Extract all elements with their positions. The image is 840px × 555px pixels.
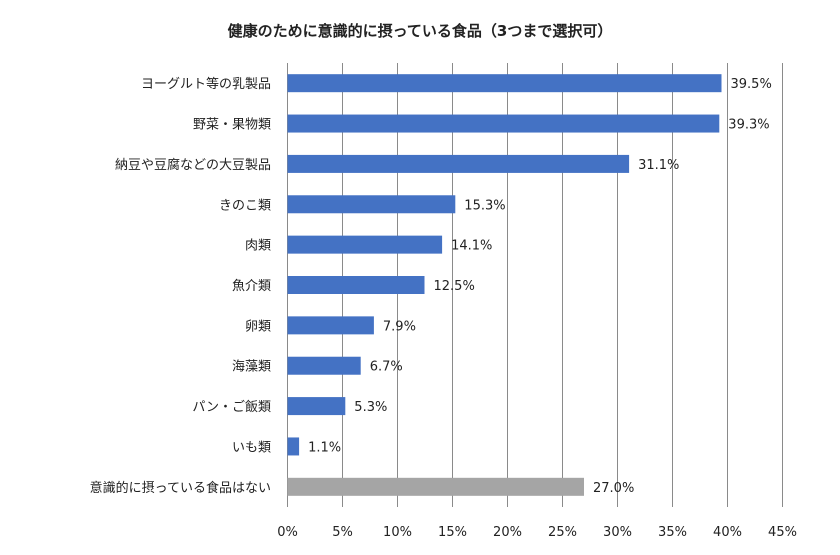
- category-label: 意識的に摂っている食品はない: [90, 480, 271, 496]
- value-labels: 39.5% 39.3% 31.1% 15.3% 14.1% 12.5% 7.9% 6.7% 5.…: [308, 77, 772, 496]
- category-label: 野菜・果物類: [193, 118, 271, 133]
- bar: [287, 316, 374, 335]
- category-label: いも類: [232, 440, 271, 455]
- bar: [287, 235, 443, 254]
- x-tick-label: 25%: [548, 525, 577, 540]
- value-label: 6.7%: [370, 360, 403, 375]
- category-label: 肉類: [245, 239, 271, 254]
- bar: [287, 356, 361, 375]
- value-label: 12.5%: [434, 279, 475, 294]
- x-tick-label: 30%: [603, 525, 632, 540]
- value-label: 14.1%: [451, 239, 492, 254]
- category-label: きのこ類: [219, 198, 271, 213]
- bar: [287, 477, 584, 496]
- value-label: 39.5%: [731, 77, 772, 92]
- bars: [287, 74, 722, 496]
- chart-title: 健康のために意識的に摂っている食品（3つまで選択可）: [228, 22, 613, 40]
- value-label: 27.0%: [593, 481, 634, 496]
- value-label: 7.9%: [383, 319, 416, 334]
- value-label: 5.3%: [354, 400, 387, 415]
- bar: [287, 195, 456, 214]
- x-tick-label: 35%: [658, 525, 687, 540]
- x-tick-label: 5%: [332, 525, 353, 540]
- bar: [287, 276, 425, 294]
- category-label: ヨーグルト等の乳製品: [141, 76, 271, 92]
- bar: [287, 114, 720, 133]
- category-label: 納豆や豆腐などの大豆製品: [115, 158, 271, 173]
- category-label: 魚介類: [232, 279, 271, 294]
- category-labels: ヨーグルト等の乳製品野菜・果物類納豆や豆腐などの大豆製品きのこ類肉類魚介類卵類海…: [90, 76, 271, 496]
- bar: [287, 74, 722, 93]
- x-tick-label: 45%: [768, 525, 797, 540]
- value-label: 31.1%: [638, 158, 679, 173]
- category-label: パン・ご飯類: [192, 399, 271, 415]
- value-label: 1.1%: [308, 440, 341, 455]
- bar: [287, 397, 346, 416]
- bar: [287, 437, 300, 456]
- bar: [287, 154, 630, 173]
- x-tick-label: 40%: [713, 525, 742, 540]
- x-tick-label: 10%: [383, 525, 412, 540]
- x-tick-label: 15%: [438, 525, 467, 540]
- x-tick-label: 0%: [277, 525, 298, 540]
- category-label: 卵類: [245, 319, 271, 334]
- value-label: 39.3%: [728, 118, 769, 133]
- x-tick-label: 20%: [493, 525, 522, 540]
- category-label: 海藻類: [232, 360, 271, 375]
- value-label: 15.3%: [464, 198, 505, 213]
- gridlines: [287, 63, 783, 507]
- x-axis-ticks: 0% 5% 10% 15% 20% 25% 30% 35% 40% 45%: [277, 525, 797, 540]
